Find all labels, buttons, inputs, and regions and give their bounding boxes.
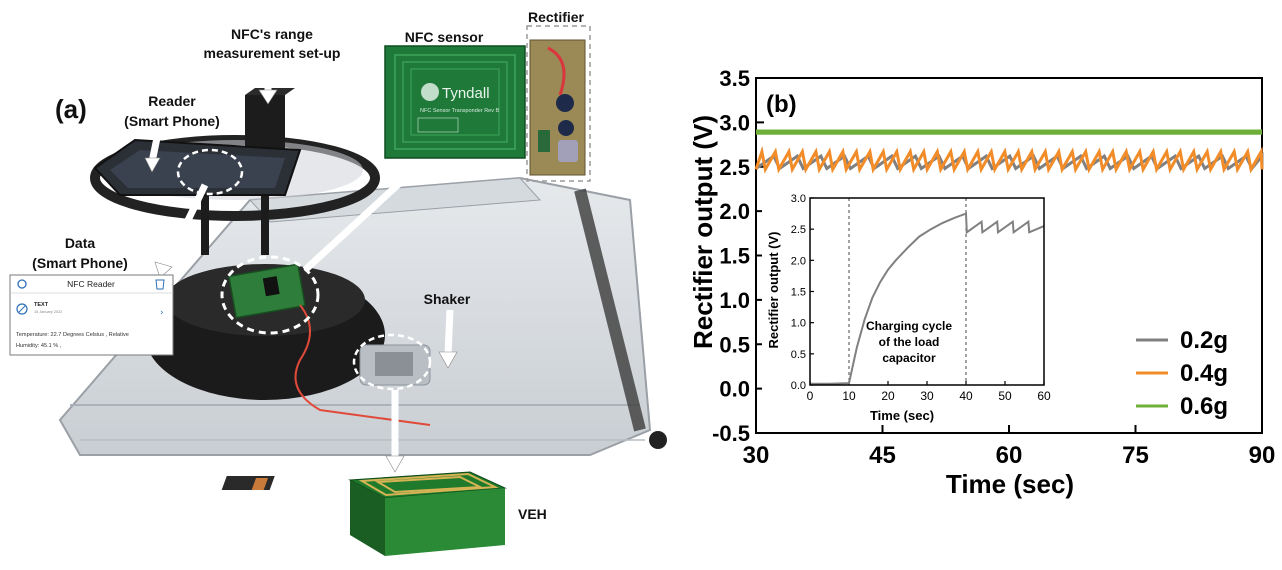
record-type: TEXT xyxy=(34,302,49,308)
inset-series-line xyxy=(810,212,1045,385)
legend-label-1: 0.4g xyxy=(1180,360,1228,387)
inset-x-axis-label: Time (sec) xyxy=(870,408,934,423)
inset-y-tick-label: 1.5 xyxy=(791,287,806,299)
veh-label: VEH xyxy=(518,506,547,522)
legend-label-0: 0.2g xyxy=(1180,327,1228,354)
veh-device xyxy=(221,471,507,556)
main-y-tick-label: 1.0 xyxy=(719,288,750,313)
inset-x-tick-label: 20 xyxy=(881,389,895,403)
range-label-line-1: NFC's range xyxy=(231,26,313,42)
nfc-reader-app-card: NFC Reader TEXT 15 January 2022 › Temper… xyxy=(9,274,174,356)
data-arrow xyxy=(161,183,209,270)
board-caption: NFC Sensor Transponder Rev B xyxy=(420,108,500,114)
data-label-line-1: Data xyxy=(65,235,96,251)
reader-label-line-1: Reader xyxy=(148,93,196,109)
panel-a-label: (a) xyxy=(55,94,87,124)
main-y-tick-label: -0.5 xyxy=(712,421,750,446)
nfc-sensor-board: Tyndall NFC Sensor Transponder Rev B xyxy=(384,45,526,159)
inset-x-tick-label: 50 xyxy=(998,389,1012,403)
inset-x-tick-label: 0 xyxy=(807,389,814,403)
series-0.4g xyxy=(754,145,1264,174)
inset-axis-ticks: 0 10 20 30 40 50 60 0.0 0.5 1.0 1.5 2.0 2.5 3.0 xyxy=(791,193,1051,403)
inset-x-tick-label: 30 xyxy=(920,389,934,403)
series-0.2g xyxy=(755,151,1264,172)
main-y-tick-label: 3.5 xyxy=(719,66,750,91)
card-title: NFC Reader xyxy=(67,279,115,289)
main-y-tick-label: 0.5 xyxy=(719,332,750,357)
main-x-tick-label: 30 xyxy=(743,442,770,469)
inset-y-tick-label: 1.0 xyxy=(791,318,806,330)
main-series-lines xyxy=(754,129,1264,174)
tyndall-brand: Tyndall xyxy=(442,85,490,102)
panel-b-label: (b) xyxy=(766,91,797,118)
range-label-line-2: measurement set-up xyxy=(204,45,341,61)
sensor-arrow xyxy=(302,145,441,273)
nfc-sensor-label: NFC sensor xyxy=(405,29,484,45)
main-y-axis-label: Rectifier output (V) xyxy=(690,115,718,349)
inset-y-tick-label: 0.0 xyxy=(791,380,806,392)
inset-annotation-line-3: capacitor xyxy=(882,351,936,365)
record-message-line-2: Humidity: 45.1 % , xyxy=(16,343,62,349)
nfc-logo-icon xyxy=(17,279,27,289)
sensor-highlight xyxy=(220,255,320,335)
trash-icon xyxy=(155,279,165,290)
shaker xyxy=(359,344,431,386)
inset-y-tick-label: 2.5 xyxy=(791,224,806,236)
main-y-tick-label: 2.0 xyxy=(719,199,750,224)
legend: 0.2g 0.4g 0.6g xyxy=(1136,327,1228,420)
shaker-arrow xyxy=(444,309,454,356)
record-message-line-1: Temperature: 22.7 Degrees Celsius , Rela… xyxy=(16,332,129,338)
inset-annotation-line-2: of the load xyxy=(879,335,940,349)
main-axis-ticks: 30 45 60 75 90 -0.5 0.0 0.5 1.0 1.5 2.0 2.5 3.0 3.5 xyxy=(712,66,1275,469)
record-date: 15 January 2022 xyxy=(34,310,62,314)
chevron-right-icon: › xyxy=(160,308,164,318)
data-label-line-2: (Smart Phone) xyxy=(32,255,128,271)
experiment-photo: Tyndall NFC Sensor Transponder Rev B NFC… xyxy=(9,9,667,556)
reader-arrow xyxy=(148,132,162,163)
reader-smartphone xyxy=(93,138,302,196)
inset-frame xyxy=(809,197,1045,386)
main-x-tick-label: 45 xyxy=(869,442,896,469)
inset-x-tick-label: 10 xyxy=(842,389,856,403)
inset-chart: 0 10 20 30 40 50 60 0.0 0.5 1.0 1.5 2.0 2.5 3.0 Time … xyxy=(762,188,1054,425)
record-icon xyxy=(16,303,28,315)
rectifier-board xyxy=(526,25,591,182)
rectifier-label: Rectifier xyxy=(528,9,585,25)
main-y-tick-label: 2.5 xyxy=(719,155,750,180)
legend-label-2: 0.6g xyxy=(1180,393,1228,420)
main-x-tick-label: 90 xyxy=(1249,442,1276,469)
phone-antenna-highlight xyxy=(176,148,244,196)
main-x-tick-label: 60 xyxy=(996,442,1023,469)
inset-x-tick-label: 40 xyxy=(959,389,973,403)
main-y-tick-label: 0.0 xyxy=(719,377,750,402)
main-x-tick-label: 75 xyxy=(1122,442,1149,469)
inset-y-tick-label: 3.0 xyxy=(791,193,806,205)
inset-series-line-path xyxy=(810,212,1045,385)
veh-highlight xyxy=(352,333,432,391)
main-y-tick-label: 1.5 xyxy=(719,244,750,269)
inset-annotation-line-1: Charging cycle xyxy=(866,319,952,333)
inset-y-tick-label: 0.5 xyxy=(791,349,806,361)
nfc-sensor-on-platform xyxy=(228,263,431,426)
main-y-tick-label: 3.0 xyxy=(719,110,750,135)
reader-label-line-2: (Smart Phone) xyxy=(124,113,220,129)
inset-y-axis-label: Rectifier output (V) xyxy=(766,232,781,349)
inset-x-tick-label: 60 xyxy=(1037,389,1051,403)
inset-y-tick-label: 2.0 xyxy=(791,255,806,267)
shaker-label: Shaker xyxy=(424,291,471,307)
main-x-axis-label: Time (sec) xyxy=(946,469,1074,499)
rectifier-output-chart: 30 45 60 75 90 -0.5 0.0 0.5 1.0 1.5 2.0 2.5 3.0 3.5 (… xyxy=(690,66,1275,499)
